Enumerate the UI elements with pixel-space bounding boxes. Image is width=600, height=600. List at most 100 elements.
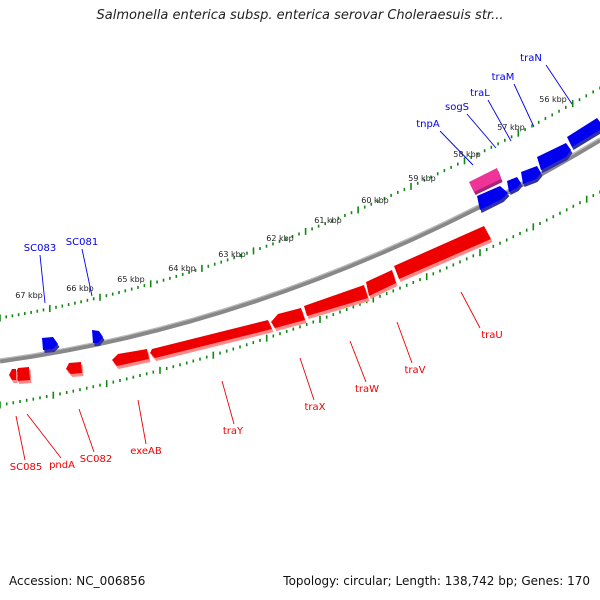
leader-sogs — [466, 113, 497, 149]
gene-trav[interactable] — [366, 270, 398, 299]
inner-minor-tick — [19, 400, 21, 403]
kbp-label-62-kbp: 62 kbp — [266, 234, 294, 243]
gene-label-trau[interactable]: traU — [481, 330, 502, 341]
outer-minor-tick — [470, 156, 472, 159]
inner-minor-tick — [239, 345, 241, 349]
outer-major-tick — [49, 305, 51, 313]
gene-label-trax[interactable]: traX — [304, 402, 325, 413]
inner-minor-tick — [172, 365, 175, 369]
inner-minor-tick — [92, 385, 95, 389]
outer-minor-tick — [130, 287, 133, 291]
gene-label-traw[interactable]: traW — [355, 384, 379, 395]
outer-minor-tick — [92, 297, 95, 301]
gene-label-sc083[interactable]: SC083 — [24, 243, 56, 254]
gene-arrows — [9, 118, 600, 384]
inner-minor-tick — [225, 349, 228, 353]
inner-major-tick — [425, 273, 428, 281]
inner-minor-tick — [519, 232, 521, 235]
inner-minor-tick — [345, 308, 348, 311]
outer-minor-tick — [551, 113, 553, 117]
gene-label-tray[interactable]: traY — [223, 426, 244, 437]
inner-minor-tick — [445, 266, 448, 270]
gene-sc083[interactable] — [42, 337, 60, 353]
gene-tram[interactable] — [521, 166, 543, 187]
inner-minor-tick — [339, 310, 341, 314]
leader-traw — [349, 340, 367, 383]
inner-minor-tick — [399, 286, 401, 290]
outer-minor-tick — [443, 169, 446, 173]
gene-label-tram[interactable]: traM — [492, 72, 515, 83]
gene-tran-a[interactable] — [567, 118, 600, 150]
gene-tral[interactable] — [507, 177, 523, 195]
leader-tral — [487, 99, 512, 142]
gene-label-exeab[interactable]: exeAB — [130, 446, 162, 457]
gene-exeab[interactable] — [112, 349, 151, 369]
gene-sc081[interactable] — [92, 330, 105, 346]
gene-traw[interactable] — [304, 285, 370, 319]
inner-minor-tick — [279, 332, 281, 336]
gene-pnda[interactable] — [9, 369, 18, 383]
gene-label-tnpa[interactable]: tnpA — [416, 119, 440, 130]
outer-minor-tick — [592, 90, 594, 94]
gene-label-pnda[interactable]: pndA — [49, 460, 75, 471]
accession-label: Accession: NC_006856 — [9, 574, 146, 588]
inner-minor-tick — [179, 363, 181, 367]
outer-minor-tick — [416, 181, 419, 185]
inner-minor-tick — [232, 347, 235, 351]
gene-trax[interactable] — [271, 308, 307, 331]
gene-sc085[interactable] — [15, 367, 32, 384]
gene-tnpa[interactable] — [469, 168, 503, 195]
inner-minor-tick — [545, 218, 548, 222]
inner-minor-tick — [72, 389, 75, 393]
kbp-label-59-kbp: 59 kbp — [408, 174, 436, 183]
gene-tran-b[interactable] — [537, 143, 573, 173]
outer-major-tick — [149, 280, 152, 288]
outer-minor-tick — [504, 138, 506, 142]
outer-minor-tick — [285, 237, 287, 241]
gene-tray[interactable] — [150, 320, 274, 361]
gene-label-tral[interactable]: traL — [470, 88, 490, 99]
outer-minor-tick — [370, 202, 373, 206]
outer-minor-tick — [233, 256, 235, 260]
inner-minor-tick — [132, 375, 135, 379]
kbp-label-56-kbp: 56 kbp — [539, 95, 567, 104]
gene-trau[interactable] — [394, 226, 493, 282]
gene-label-sc082[interactable]: SC082 — [80, 454, 112, 465]
gene-label-tran[interactable]: traN — [520, 53, 542, 64]
outer-tick-track — [0, 86, 600, 322]
kbp-label-64-kbp: 64 kbp — [168, 264, 196, 273]
kbp-label-67-kbp: 67 kbp — [15, 291, 43, 300]
gene-label-sc081[interactable]: SC081 — [66, 237, 98, 248]
outer-minor-tick — [61, 304, 64, 308]
inner-minor-tick — [139, 374, 141, 377]
inner-minor-tick — [512, 235, 515, 239]
gene-label-sc085[interactable]: SC085 — [10, 462, 42, 473]
inner-minor-tick — [145, 372, 148, 376]
inner-minor-tick — [165, 367, 168, 370]
inner-minor-tick — [439, 269, 441, 273]
outer-minor-tick — [17, 313, 20, 317]
gene-label-trav[interactable]: traV — [404, 365, 425, 376]
outer-minor-tick — [111, 292, 114, 296]
outer-minor-tick — [291, 235, 294, 238]
outer-major-tick — [357, 206, 359, 214]
outer-minor-tick — [246, 251, 248, 255]
inner-major-tick — [585, 195, 588, 203]
inner-minor-tick — [192, 359, 195, 363]
gene-label-sogs[interactable]: sogS — [445, 102, 469, 113]
inner-minor-tick — [199, 357, 201, 361]
outer-minor-tick — [565, 105, 567, 109]
outer-minor-tick — [36, 309, 39, 313]
inner-minor-tick — [452, 263, 455, 267]
label-leader-lines — [15, 64, 573, 461]
inner-minor-tick — [332, 313, 335, 317]
kbp-label-61-kbp: 61 kbp — [314, 216, 342, 225]
outer-minor-tick — [383, 196, 386, 200]
outer-minor-tick — [194, 268, 197, 272]
gene-sc082[interactable] — [66, 362, 84, 377]
outer-minor-tick — [259, 247, 261, 251]
outer-minor-tick — [531, 124, 533, 128]
outer-minor-tick — [457, 162, 459, 166]
gene-sogs[interactable] — [477, 186, 510, 213]
